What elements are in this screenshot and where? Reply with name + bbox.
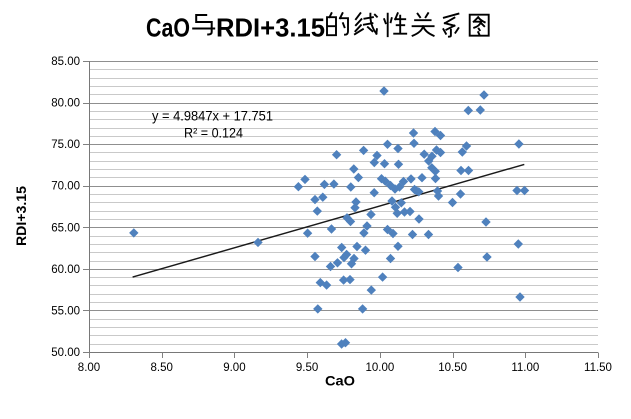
svg-text:10.50: 10.50 xyxy=(438,362,467,374)
svg-text:8.00: 8.00 xyxy=(78,362,100,374)
svg-text:55.00: 55.00 xyxy=(51,305,80,317)
svg-text:75.00: 75.00 xyxy=(51,139,80,151)
svg-text:65.00: 65.00 xyxy=(51,222,80,234)
svg-text:9.00: 9.00 xyxy=(223,362,245,374)
svg-text:60.00: 60.00 xyxy=(51,264,80,276)
svg-text:CaO: CaO xyxy=(325,374,355,389)
svg-text:8.50: 8.50 xyxy=(151,362,173,374)
svg-text:11.50: 11.50 xyxy=(584,362,612,374)
svg-text:RDI+3.15: RDI+3.15 xyxy=(216,13,325,43)
svg-text:70.00: 70.00 xyxy=(51,181,80,193)
svg-text:CaO: CaO xyxy=(146,13,190,43)
svg-text:10.00: 10.00 xyxy=(366,362,395,374)
svg-text:80.00: 80.00 xyxy=(51,98,80,110)
svg-text:9.50: 9.50 xyxy=(296,362,318,374)
svg-text:y = 4.9847x + 17.751: y = 4.9847x + 17.751 xyxy=(152,109,273,124)
svg-text:85.00: 85.00 xyxy=(51,56,80,68)
svg-text:RDI+3.15: RDI+3.15 xyxy=(14,186,29,246)
svg-text:50.00: 50.00 xyxy=(51,347,80,359)
svg-text:11.00: 11.00 xyxy=(511,362,539,374)
svg-text:R² = 0.124: R² = 0.124 xyxy=(184,126,243,141)
